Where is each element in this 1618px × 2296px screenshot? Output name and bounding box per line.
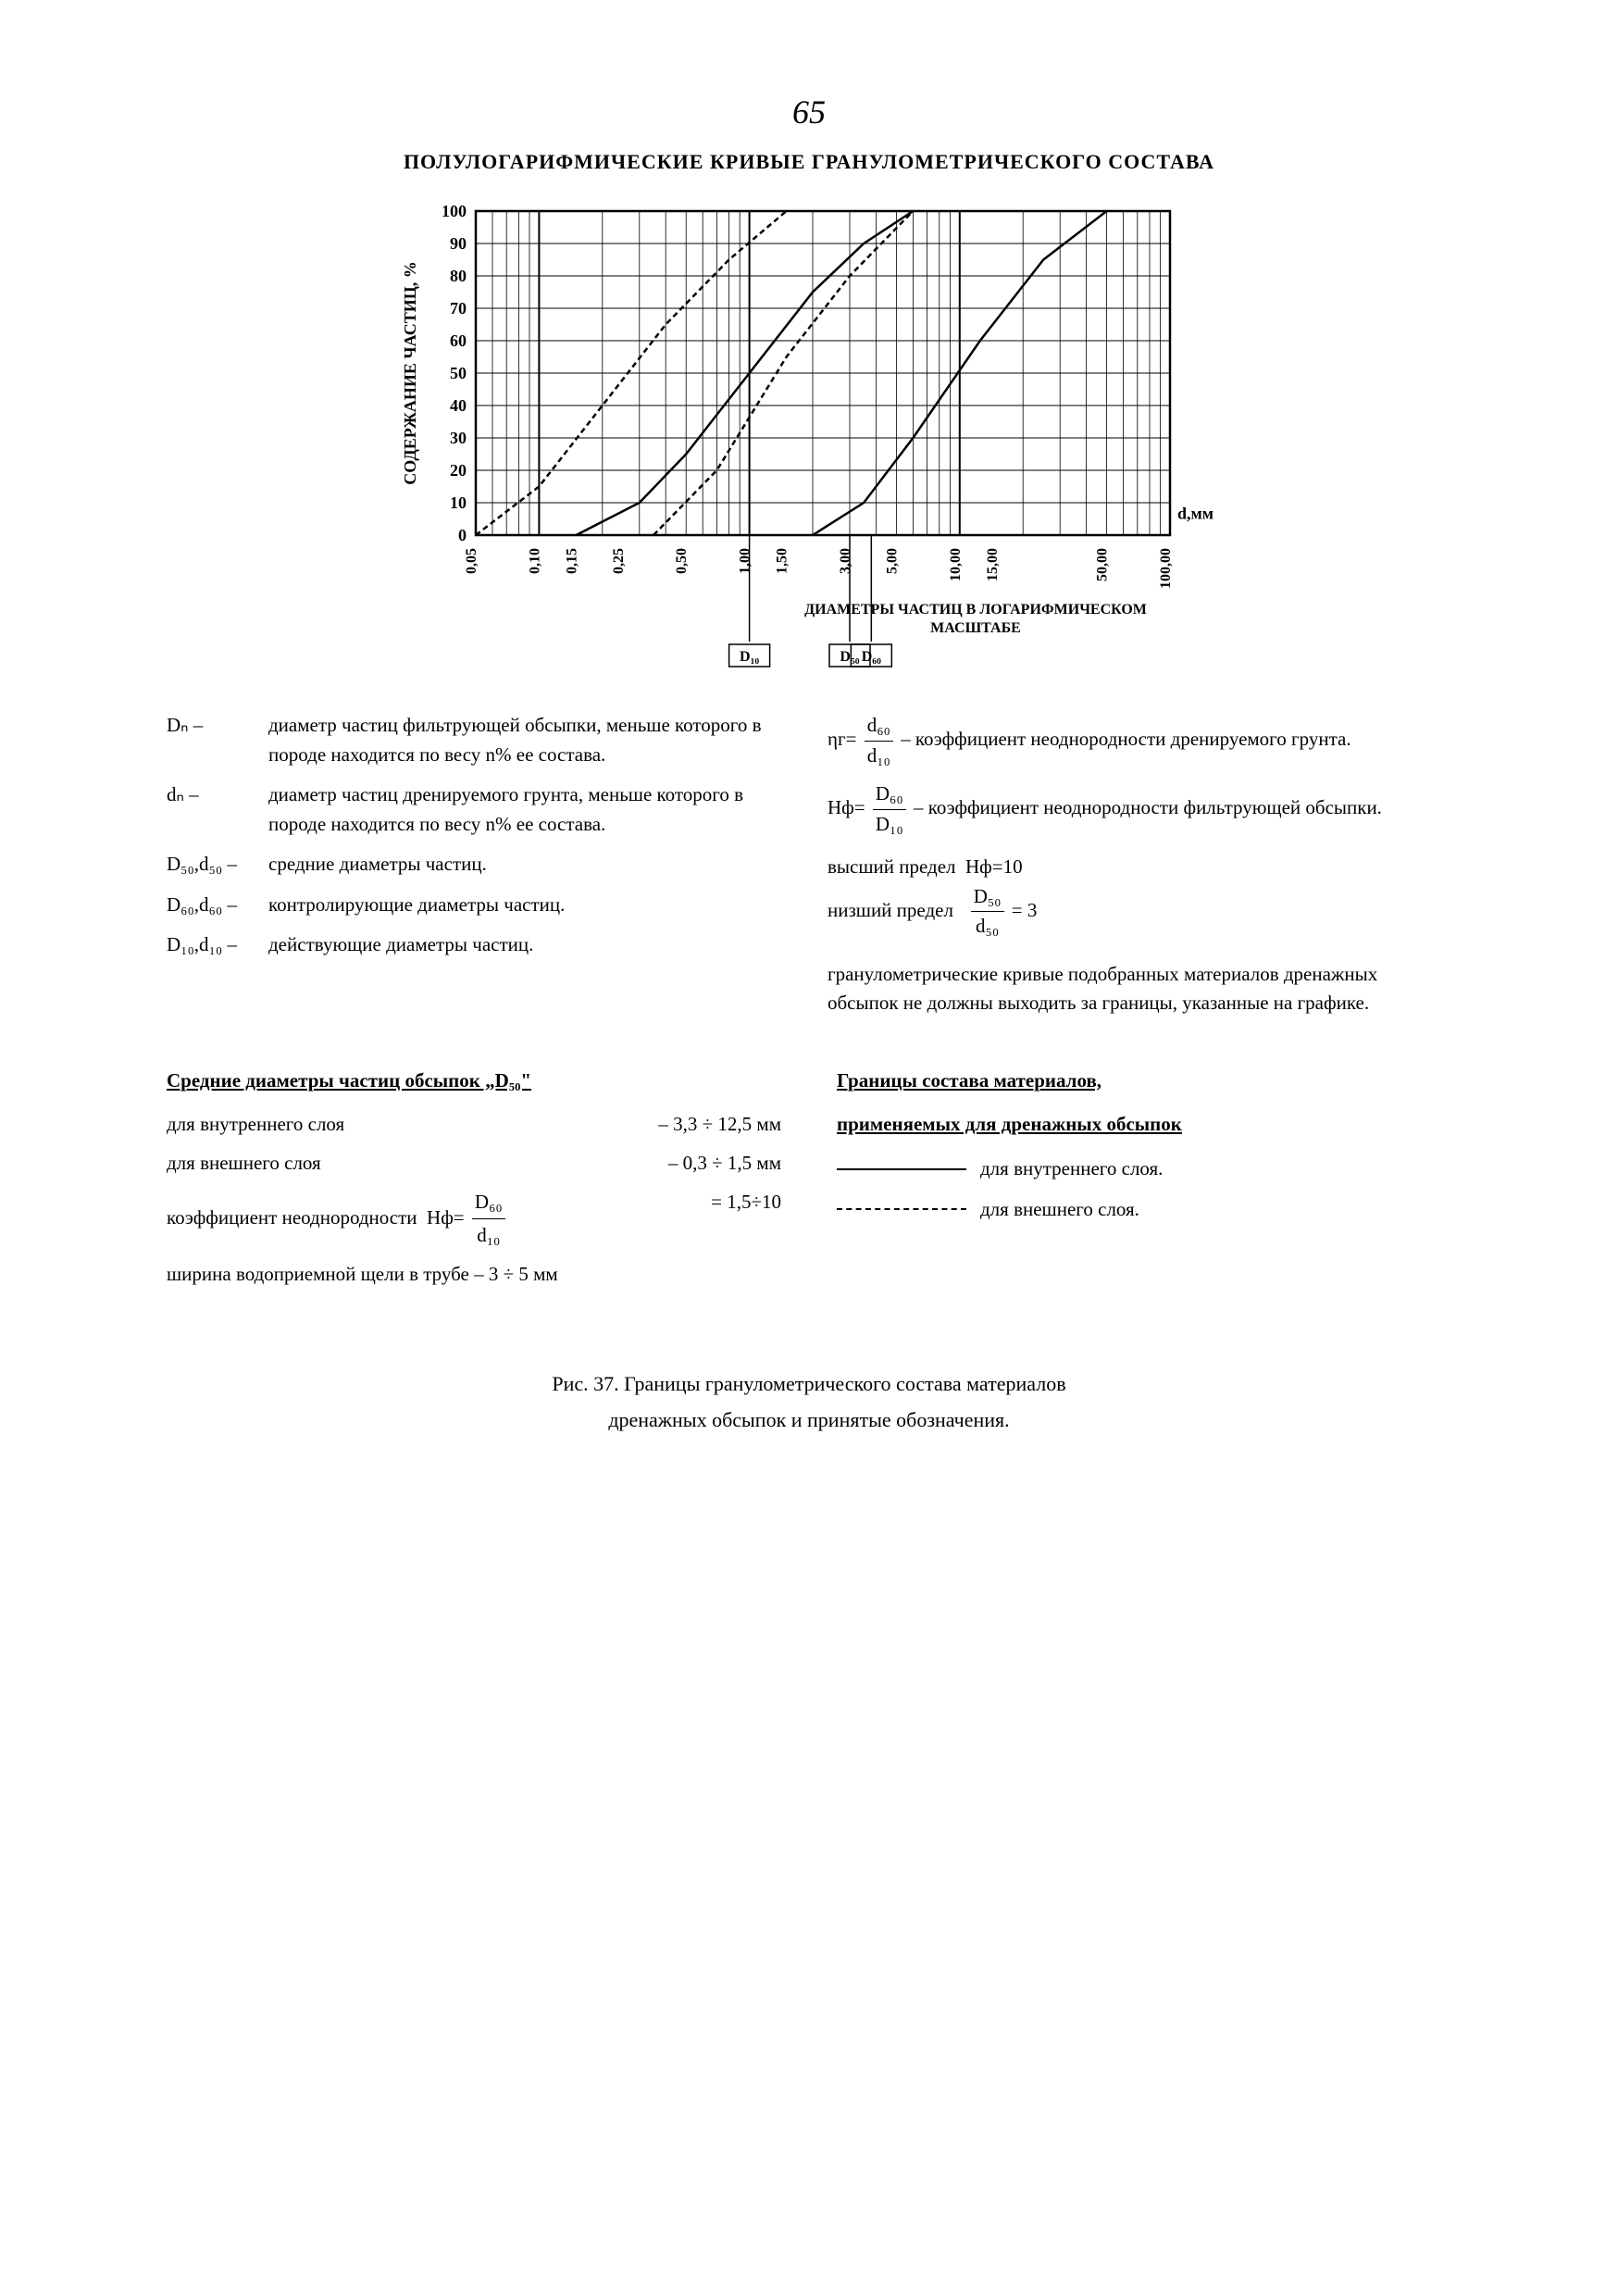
- svg-text:D₅₀: D₅₀: [840, 649, 859, 665]
- svg-text:D₁₀: D₁₀: [740, 649, 759, 665]
- svg-text:0,50: 0,50: [674, 548, 690, 574]
- definitions-left: Dₙ –диаметр частиц фильтрующей обсыпки, …: [167, 711, 790, 1018]
- legend-solid: для внутреннего слоя.: [837, 1153, 1451, 1186]
- svg-text:МАСШТАБЕ: МАСШТАБЕ: [930, 620, 1021, 636]
- limits: высший предел Hф=10 низший предел D₅₀d₅₀…: [828, 853, 1451, 942]
- svg-text:30: 30: [450, 429, 467, 447]
- svg-text:СОДЕРЖАНИЕ ЧАСТИЦ, %: СОДЕРЖАНИЕ ЧАСТИЦ, %: [401, 261, 419, 484]
- svg-text:0,10: 0,10: [527, 548, 542, 574]
- svg-text:40: 40: [450, 396, 467, 415]
- svg-text:90: 90: [450, 234, 467, 253]
- definition-item: dₙ –диаметр частиц дренируемого грунта, …: [167, 780, 790, 839]
- page-number: 65: [167, 93, 1451, 131]
- svg-text:100: 100: [442, 202, 467, 220]
- note: гранулометрические кривые подобранных ма…: [828, 960, 1451, 1018]
- granulometric-chart: 0 10 20 30 40 50 60 70 80 90 100 0,05 0,10 0,15 0,25 0,…: [392, 202, 1226, 683]
- figure-caption: Рис. 37. Границы гранулометрического сос…: [167, 1366, 1451, 1439]
- svg-text:60: 60: [450, 331, 467, 350]
- svg-text:d,мм: d,мм: [1177, 505, 1214, 523]
- svg-text:10: 10: [450, 493, 467, 512]
- definition-item: D₅₀,d₅₀ –средние диаметры частиц.: [167, 850, 790, 880]
- bottom-right: Границы состава материалов, применяемых …: [837, 1065, 1451, 1292]
- definition-item: Dₙ –диаметр частиц фильтрующей обсыпки, …: [167, 711, 790, 769]
- svg-text:ДИАМЕТРЫ ЧАСТИЦ В ЛОГАРИФМИЧЕС: ДИАМЕТРЫ ЧАСТИЦ В ЛОГАРИФМИЧЕСКОМ: [804, 602, 1147, 618]
- bottom-left: Средние диаметры частиц обсыпок „D₅₀" дл…: [167, 1065, 781, 1292]
- svg-text:5,00: 5,00: [884, 548, 900, 574]
- svg-text:1,00: 1,00: [738, 548, 753, 574]
- definition-item: D₁₀,d₁₀ –действующие диаметры частиц.: [167, 930, 790, 960]
- svg-text:0,15: 0,15: [564, 548, 579, 574]
- svg-text:100,00: 100,00: [1158, 548, 1174, 589]
- svg-text:0,25: 0,25: [611, 548, 627, 574]
- legend-title1: Границы состава материалов,: [837, 1065, 1451, 1098]
- svg-text:50: 50: [450, 364, 467, 382]
- svg-text:0: 0: [458, 526, 467, 544]
- svg-text:1,50: 1,50: [775, 548, 790, 574]
- main-title: ПОЛУЛОГАРИФМИЧЕСКИЕ КРИВЫЕ ГРАНУЛОМЕТРИЧ…: [167, 150, 1451, 174]
- legend-dashed: для внешнего слоя.: [837, 1193, 1451, 1227]
- d50-title: Средние диаметры частиц обсыпок „D₅₀": [167, 1065, 781, 1098]
- definitions-right: ηг= d₆₀d₁₀ – коэффициент неоднородности …: [828, 711, 1451, 1018]
- legend-title2: применяемых для дренажных обсыпок: [837, 1108, 1451, 1142]
- definitions-block: Dₙ –диаметр частиц фильтрующей обсыпки, …: [167, 711, 1451, 1018]
- dashed-line-icon: [837, 1208, 966, 1210]
- svg-text:70: 70: [450, 299, 467, 318]
- h-formula: Hф= D₆₀D₁₀ – коэффициент неоднородности …: [828, 780, 1451, 839]
- svg-text:20: 20: [450, 461, 467, 480]
- svg-text:0,05: 0,05: [464, 548, 479, 574]
- svg-text:15,00: 15,00: [985, 548, 1001, 581]
- bottom-section: Средние диаметры частиц обсыпок „D₅₀" дл…: [167, 1065, 1451, 1292]
- svg-text:50,00: 50,00: [1095, 548, 1111, 581]
- eta-formula: ηг= d₆₀d₁₀ – коэффициент неоднородности …: [828, 711, 1451, 770]
- svg-text:80: 80: [450, 267, 467, 285]
- svg-text:3,00: 3,00: [838, 548, 853, 574]
- chart: 0 10 20 30 40 50 60 70 80 90 100 0,05 0,10 0,15 0,25 0,…: [392, 202, 1226, 683]
- definition-item: D₆₀,d₆₀ –контролирующие диаметры частиц.: [167, 891, 790, 920]
- svg-text:10,00: 10,00: [948, 548, 964, 581]
- svg-text:D₆₀: D₆₀: [862, 649, 881, 665]
- solid-line-icon: [837, 1168, 966, 1170]
